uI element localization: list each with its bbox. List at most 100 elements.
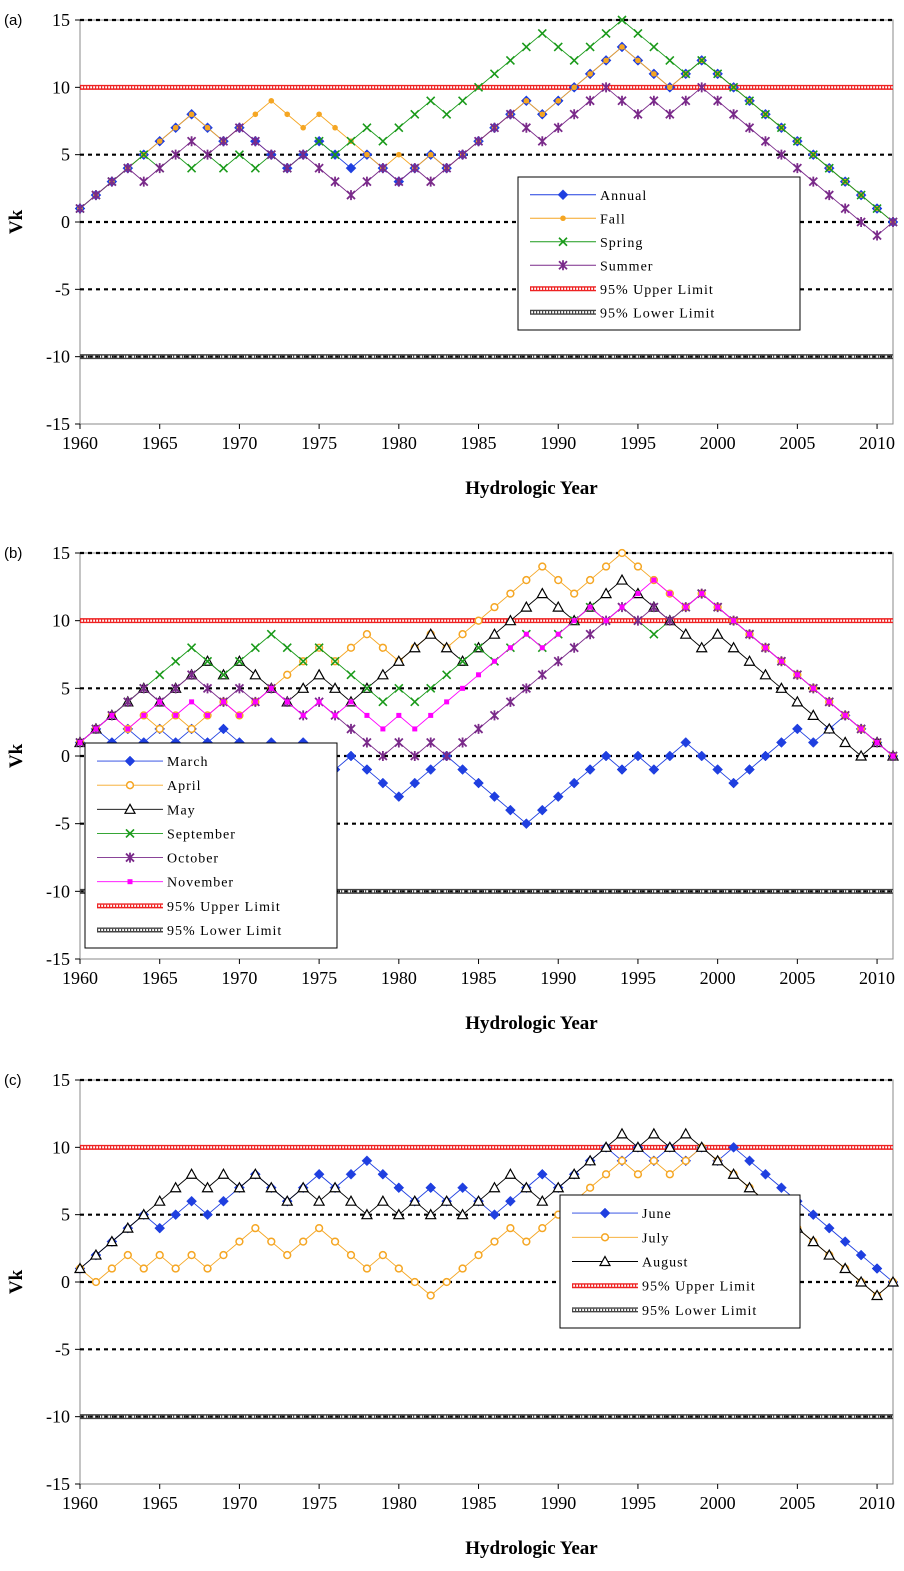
- point-summer-1994: [617, 95, 627, 106]
- point-summer-1992: [585, 95, 595, 106]
- x-tick-label-9: 2005: [779, 1493, 815, 1513]
- point-march-1987: [505, 804, 516, 816]
- point-september-1966: [171, 656, 181, 666]
- point-may-1980: [392, 655, 405, 666]
- point-july-1980: [394, 1264, 403, 1273]
- point-july-1984: [458, 1264, 467, 1273]
- point-september-1983: [442, 670, 452, 680]
- point-may-1986: [488, 627, 501, 639]
- point-fall-1988: [523, 98, 530, 104]
- point-spring-1969: [218, 163, 229, 173]
- point-summer-1990: [553, 122, 563, 133]
- point-july-1998: [681, 1156, 690, 1165]
- point-october-1992: [585, 629, 595, 640]
- legend-swatch-95-upper-limit: [572, 1283, 638, 1289]
- point-spring-1970: [234, 150, 244, 160]
- point-spring-1979: [378, 136, 388, 146]
- point-november-2004: [778, 658, 784, 664]
- y-tick-label-1: -10: [46, 881, 70, 901]
- point-november-2000: [715, 604, 721, 610]
- point-may-2008: [839, 736, 852, 748]
- point-november-1960: [77, 739, 83, 745]
- point-may-1979: [376, 668, 389, 680]
- point-summer-1971: [250, 136, 260, 147]
- point-july-1979: [378, 1250, 388, 1260]
- point-july-1963: [123, 1250, 132, 1260]
- point-april-1965: [155, 724, 164, 734]
- point-spring-1993: [601, 28, 611, 39]
- point-spring-1989: [537, 28, 547, 39]
- point-summer-1973: [282, 163, 292, 174]
- point-summer-2005: [792, 163, 802, 174]
- series-line-august: [79, 1133, 894, 1297]
- point-august-1997: [663, 1141, 676, 1152]
- point-november-1970: [236, 712, 242, 718]
- point-spring-2009: [856, 190, 866, 200]
- point-april-1993: [601, 562, 611, 571]
- point-july-1977: [346, 1250, 356, 1260]
- legend-entry-annual: Annual: [530, 189, 646, 204]
- point-summer-1996: [649, 95, 659, 106]
- limit-line-95-upper-limit: [80, 1144, 893, 1150]
- point-spring-1999: [697, 55, 707, 65]
- point-october-1966: [171, 683, 181, 694]
- legend-swatch-95-lower-limit: [530, 309, 596, 315]
- point-july-1978: [362, 1264, 372, 1273]
- point-august-2009: [855, 1275, 868, 1287]
- point-may-2001: [727, 641, 740, 653]
- legend-label-95-lower-limit: 95% Lower Limit: [167, 924, 282, 939]
- point-july-1964: [139, 1264, 148, 1273]
- legend-swatch-95-upper-limit: [530, 286, 596, 292]
- point-fall-1991: [571, 84, 577, 91]
- point-may-1988: [520, 600, 533, 612]
- point-june-2004: [776, 1182, 787, 1194]
- point-may-2002: [743, 655, 756, 666]
- point-june-1979: [377, 1168, 389, 1180]
- point-fall-1982: [427, 151, 434, 158]
- point-march-1992: [584, 764, 596, 775]
- panel-b: -15 -10 -5 0 5 10 15 1960 1965 1970 1975 1980 1985 19…: [4, 543, 900, 1034]
- x-tick-label-4: 1980: [381, 433, 417, 453]
- point-spring-2003: [760, 109, 771, 119]
- point-march-1985: [473, 777, 484, 789]
- point-march-2006: [807, 737, 819, 748]
- legend-box: [517, 176, 801, 331]
- point-august-1964: [137, 1208, 150, 1220]
- legend-marker-august: [598, 1255, 612, 1267]
- point-summer-2007: [824, 190, 834, 201]
- point-june-2010: [871, 1263, 883, 1274]
- point-august-1961: [89, 1248, 102, 1260]
- point-summer-1968: [202, 149, 213, 160]
- point-spring-1975: [314, 136, 324, 146]
- point-summer-1977: [346, 190, 356, 201]
- point-may-1974: [297, 682, 310, 693]
- point-spring-1994: [617, 15, 627, 25]
- point-november-2007: [826, 699, 832, 705]
- legend-entry-summer: Summer: [530, 259, 652, 274]
- legend-entry-95-lower-limit: 95% Lower Limit: [572, 1304, 756, 1319]
- point-summer-1961: [91, 190, 101, 201]
- point-fall-1967: [188, 111, 195, 118]
- limit-line-95-lower-limit: [80, 354, 893, 360]
- point-june-1987: [505, 1195, 516, 1207]
- point-august-2006: [807, 1235, 820, 1247]
- point-november-1997: [667, 591, 673, 597]
- x-tick-label-5: 1985: [461, 433, 497, 453]
- x-axis-title: Hydrologic Year: [465, 1013, 598, 1034]
- x-tick-label-1: 1965: [142, 968, 178, 988]
- point-october-1996: [649, 602, 659, 613]
- point-may-1983: [440, 641, 453, 653]
- y-tick-label-5: 10: [52, 1137, 70, 1157]
- point-august-2007: [823, 1248, 836, 1260]
- point-fall-1994: [619, 44, 625, 50]
- point-april-1973: [283, 670, 292, 679]
- point-june-1982: [425, 1182, 437, 1194]
- point-fall-1974: [300, 124, 306, 131]
- x-tick-label-2: 1970: [221, 968, 257, 988]
- point-august-1985: [472, 1194, 485, 1206]
- point-summer-2001: [728, 109, 739, 120]
- point-july-1993: [601, 1170, 611, 1179]
- x-tick-label-10: 2010: [859, 433, 895, 453]
- series-line-march: [79, 714, 894, 825]
- point-spring-1976: [330, 150, 340, 160]
